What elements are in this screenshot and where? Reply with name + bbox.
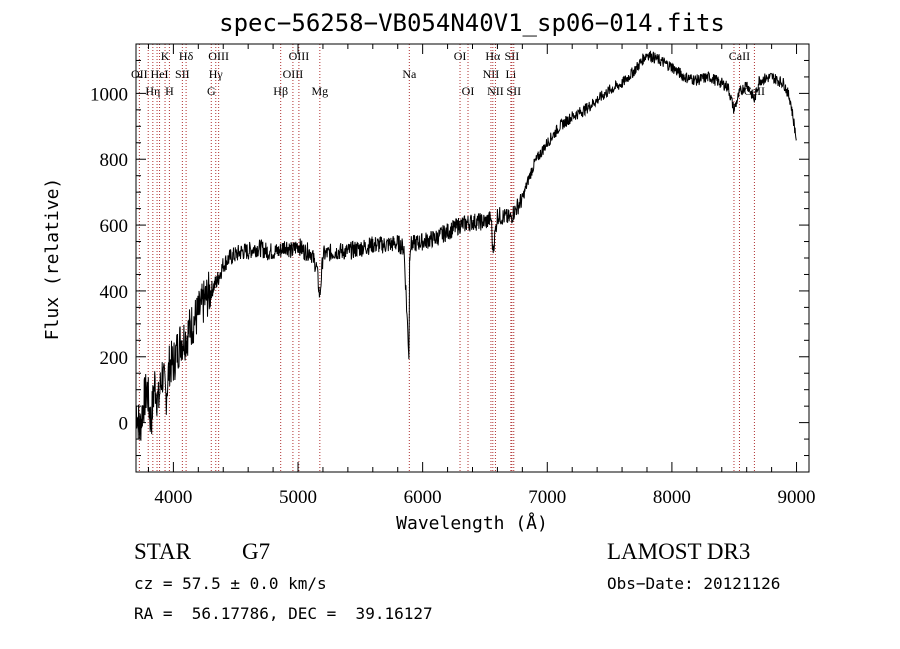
chart-title: spec−56258−VB054N40V1_sp06−014.fits <box>219 9 725 37</box>
spectral-line-label: OIII <box>289 49 310 63</box>
spectral-line-label: OIII <box>208 49 229 63</box>
x-tick-label: 4000 <box>154 487 192 508</box>
spectral-line-label: NII <box>483 67 500 81</box>
spectral-line-label: OI <box>454 49 467 63</box>
spectral-line-label: Hη <box>145 84 160 98</box>
spectral-lines: OIIHηHeIKHSIIHδGHγOIIIHβOIIIOIIIMgNaOIOI… <box>131 44 765 472</box>
spectral-line-label: SII <box>505 49 520 63</box>
spectral-line-label: Hδ <box>179 49 194 63</box>
spectral-line-label: Hβ <box>273 84 288 98</box>
flux-series-line <box>135 50 797 441</box>
spectral-line-label: Hα <box>485 49 501 63</box>
object-type: STAR <box>134 539 191 564</box>
spectral-line-label: SII <box>506 84 521 98</box>
spectral-line-label: Li <box>506 67 517 81</box>
spectrum-series <box>135 50 797 441</box>
spectral-line-label: NII <box>487 84 504 98</box>
x-tick-label: 6000 <box>404 487 442 508</box>
y-tick-label: 600 <box>100 216 129 237</box>
spectral-line-label: SII <box>175 67 190 81</box>
x-tick-label: 7000 <box>528 487 566 508</box>
spectral-line-label: OIII <box>283 67 304 81</box>
observation-date: Obs−Date: 20121126 <box>607 574 781 593</box>
x-tick-label: 8000 <box>653 487 691 508</box>
spectral-line-label: HeI <box>151 67 169 81</box>
y-tick-label: 200 <box>100 348 129 369</box>
spectral-line-label: Na <box>402 67 417 81</box>
y-tick-label: 0 <box>119 414 129 435</box>
survey-name: LAMOST DR3 <box>607 539 751 564</box>
spectral-line-label: G <box>207 84 216 98</box>
x-tick-label: 5000 <box>279 487 317 508</box>
object-subclass: G7 <box>242 539 271 564</box>
y-tick-label: 1000 <box>90 84 128 105</box>
spectral-line-label: OI <box>462 84 475 98</box>
x-axis-label: Wavelength (Å) <box>396 512 548 534</box>
y-axis-ticks: 0 200 400 600 800 1000 <box>90 59 809 457</box>
spectral-line-label: Mg <box>311 84 328 98</box>
spectral-line-label: K <box>161 49 170 63</box>
y-tick-label: 800 <box>100 150 129 171</box>
ra-dec-coordinates: RA = 56.17786, DEC = 39.16127 <box>134 604 433 623</box>
spectral-line-label: H <box>165 84 174 98</box>
x-axis-ticks: 4000 5000 6000 7000 8000 9000 <box>147 44 816 508</box>
redshift-cz: cz = 57.5 ± 0.0 km/s <box>134 574 327 593</box>
y-axis-label: Flux (relative) <box>42 178 63 341</box>
x-tick-label: 9000 <box>778 487 816 508</box>
y-tick-label: 400 <box>100 282 129 303</box>
spectral-line-label: Hγ <box>209 67 224 81</box>
spectral-line-label: OII <box>131 67 148 81</box>
spectral-line-label: CaII <box>729 49 750 63</box>
